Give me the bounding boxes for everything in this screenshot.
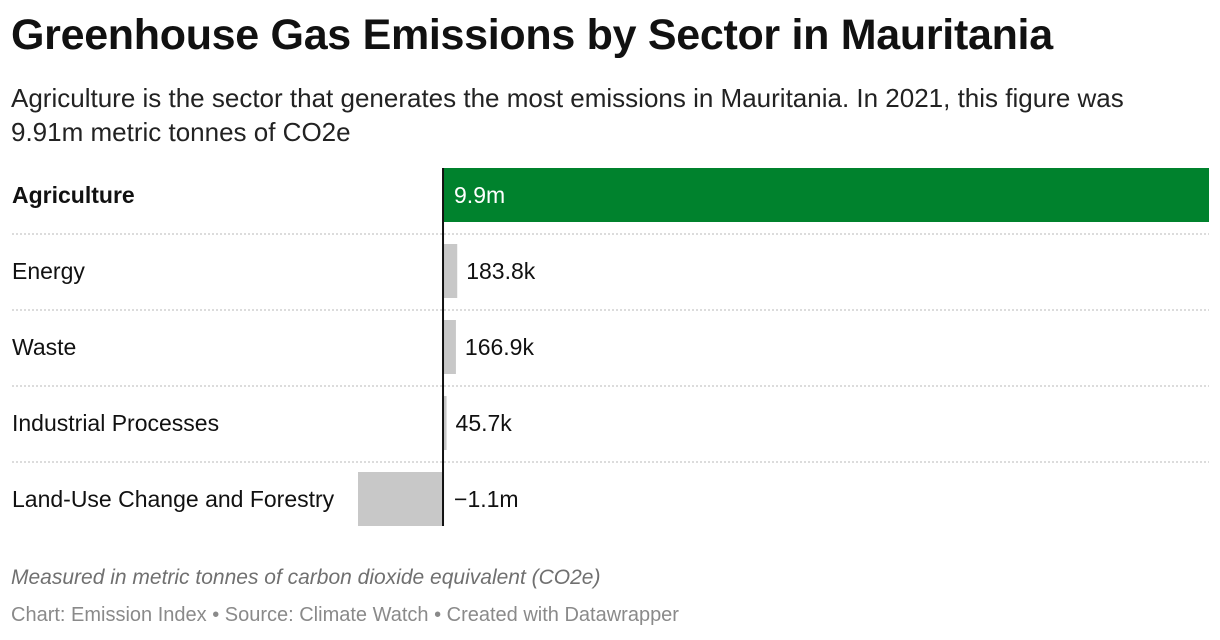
bar: [358, 472, 444, 526]
category-label: Agriculture: [12, 182, 135, 208]
category-label: Energy: [12, 258, 85, 284]
value-label: −1.1m: [454, 486, 519, 512]
chart-title: Greenhouse Gas Emissions by Sector in Ma…: [11, 11, 1053, 59]
bar: [443, 320, 456, 374]
bar: [443, 244, 458, 298]
value-label: 183.8k: [466, 258, 536, 284]
category-label: Industrial Processes: [12, 410, 219, 436]
bar: [443, 168, 1209, 222]
chart-note: Measured in metric tonnes of carbon diox…: [11, 566, 601, 589]
value-label: 9.9m: [454, 182, 505, 208]
category-label: Waste: [12, 334, 76, 360]
category-label: Land-Use Change and Forestry: [12, 486, 335, 512]
value-label: 166.9k: [465, 334, 535, 360]
chart-subtitle: Agriculture is the sector that generates…: [11, 83, 1124, 147]
bar: [443, 396, 447, 450]
value-label: 45.7k: [456, 410, 513, 436]
bar-chart: Agriculture 9.9m Energy 183.8k Waste 166.9k In…: [12, 168, 1209, 526]
chart-credits: Chart: Emission Index • Source: Climate …: [11, 604, 679, 626]
